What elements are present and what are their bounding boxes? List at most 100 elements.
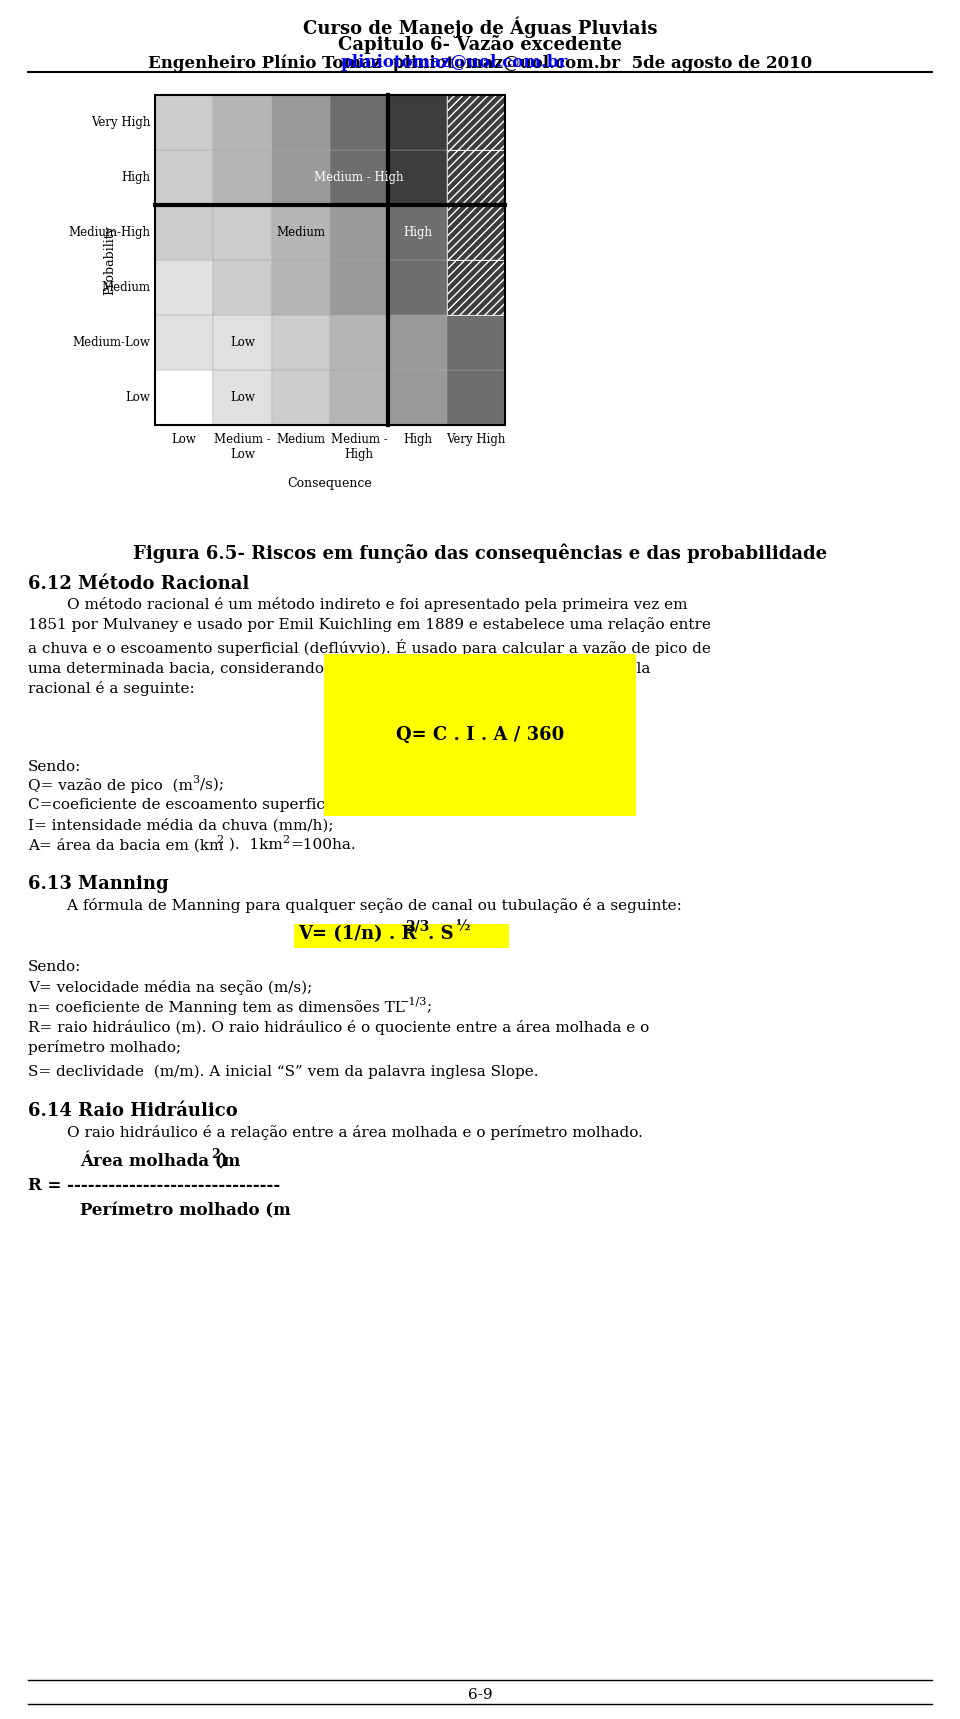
Bar [330, 95, 389, 150]
Text: Medium -
High: Medium - High [331, 433, 388, 461]
Bar [446, 95, 505, 150]
Text: 3: 3 [192, 775, 199, 786]
Text: High: High [121, 170, 150, 184]
Text: Sendo:: Sendo: [28, 760, 82, 774]
Bar [213, 150, 272, 205]
Bar [389, 205, 446, 260]
Bar [389, 315, 446, 370]
Bar [330, 260, 389, 315]
Text: Figura 6.5- Riscos em função das consequências e das probabilidade: Figura 6.5- Riscos em função das consequ… [132, 543, 828, 562]
Text: Medium -
Low: Medium - Low [214, 433, 271, 461]
Text: I= intensidade média da chuva (mm/h);: I= intensidade média da chuva (mm/h); [28, 818, 333, 832]
Bar [389, 260, 446, 315]
Text: Very High: Very High [446, 433, 506, 445]
Bar [389, 95, 446, 150]
Text: Medium: Medium [276, 225, 325, 239]
Text: C=coeficiente de escoamento superficial ou de runoff;: C=coeficiente de escoamento superficial … [28, 798, 448, 811]
Text: Consequence: Consequence [288, 476, 372, 490]
Bar [294, 925, 509, 947]
Bar [446, 205, 505, 260]
Text: Área molhada (m: Área molhada (m [80, 1152, 240, 1171]
Text: ;: ; [426, 1000, 431, 1014]
Bar [272, 370, 330, 425]
Bar [446, 150, 505, 205]
Text: Medium: Medium [276, 433, 325, 445]
Text: /s);: /s); [200, 779, 224, 792]
Text: O raio hidráulico é a relação entre a área molhada e o perímetro molhado.: O raio hidráulico é a relação entre a ár… [28, 1124, 643, 1140]
Bar [272, 95, 330, 150]
Text: ): ) [219, 1152, 227, 1169]
Bar [272, 205, 330, 260]
Text: Medium - High: Medium - High [315, 170, 404, 184]
Text: A= área da bacia em (km: A= área da bacia em (km [28, 837, 224, 853]
Bar [446, 260, 505, 315]
Text: Probability: Probability [104, 225, 116, 296]
Text: ½: ½ [456, 920, 470, 933]
Bar [272, 315, 330, 370]
Text: =100ha.: =100ha. [290, 837, 355, 853]
Bar [446, 315, 505, 370]
Bar [446, 205, 505, 260]
Bar [272, 150, 330, 205]
Text: n= coeficiente de Manning tem as dimensões TL: n= coeficiente de Manning tem as dimensõ… [28, 1000, 405, 1014]
Text: Engenheiro Plínio Tomaz  pliniotomaz@uol.com.br  5de agosto de 2010: Engenheiro Plínio Tomaz pliniotomaz@uol.… [148, 53, 812, 72]
Text: 6.14 Raio Hidráulico: 6.14 Raio Hidráulico [28, 1102, 238, 1121]
Bar [446, 95, 505, 150]
Text: R = -------------------------------: R = ------------------------------- [28, 1178, 280, 1195]
Bar [155, 315, 213, 370]
Text: V= (1/n) . R: V= (1/n) . R [298, 925, 417, 944]
Bar [155, 150, 213, 205]
Text: 2/3: 2/3 [405, 920, 429, 933]
Text: Q= C . I . A / 360: Q= C . I . A / 360 [396, 725, 564, 744]
Text: Medium: Medium [101, 280, 150, 294]
Text: −1/3: −1/3 [400, 995, 427, 1006]
Bar [446, 150, 505, 205]
Bar [155, 95, 213, 150]
Text: pliniotomaz@uol.com.br: pliniotomaz@uol.com.br [341, 53, 568, 70]
Bar [213, 95, 272, 150]
Text: Medium-High: Medium-High [68, 225, 150, 239]
Text: Low: Low [230, 335, 255, 349]
Bar [213, 315, 272, 370]
Bar [213, 370, 272, 425]
Text: 2: 2 [282, 835, 289, 846]
Text: Medium-Low: Medium-Low [72, 335, 150, 349]
Text: A fórmula de Manning para qualquer seção de canal ou tubulação é a seguinte:: A fórmula de Manning para qualquer seção… [28, 897, 682, 913]
Bar [213, 260, 272, 315]
Bar [213, 205, 272, 260]
Text: Sendo:: Sendo: [28, 959, 82, 975]
Text: 2: 2 [216, 835, 223, 846]
Bar [446, 370, 505, 425]
Text: 6-9: 6-9 [468, 1688, 492, 1702]
Bar [389, 150, 446, 205]
Bar [155, 260, 213, 315]
Bar [155, 95, 505, 425]
Text: 6.12 Método Racional: 6.12 Método Racional [28, 574, 250, 593]
Bar [272, 260, 330, 315]
Text: Curso de Manejo de Águas Pluviais: Curso de Manejo de Águas Pluviais [302, 15, 658, 38]
Text: V= velocidade média na seção (m/s);: V= velocidade média na seção (m/s); [28, 980, 312, 995]
Text: ).  1km: ). 1km [224, 837, 283, 853]
Text: R= raio hidráulico (m). O raio hidráulico é o quociente entre a área molhada e o: R= raio hidráulico (m). O raio hidráulic… [28, 1019, 649, 1055]
Text: High: High [403, 433, 432, 445]
Text: S= declividade  (m/m). A inicial “S” vem da palavra inglesa Slope.: S= declividade (m/m). A inicial “S” vem … [28, 1066, 539, 1080]
Bar [389, 370, 446, 425]
Text: 6.13 Manning: 6.13 Manning [28, 875, 169, 892]
Bar [330, 150, 389, 205]
Text: Perímetro molhado (m: Perímetro molhado (m [80, 1202, 291, 1219]
Bar [155, 370, 213, 425]
Bar [155, 205, 213, 260]
Text: . S: . S [428, 925, 454, 944]
Text: Low: Low [172, 433, 197, 445]
Text: Very High: Very High [90, 115, 150, 129]
Bar [446, 260, 505, 315]
Text: Capitulo 6- Vazão excedente: Capitulo 6- Vazão excedente [338, 34, 622, 53]
Text: High: High [403, 225, 432, 239]
Text: Low: Low [230, 390, 255, 404]
Text: 2: 2 [211, 1148, 220, 1160]
Text: Q= vazão de pico  (m: Q= vazão de pico (m [28, 779, 193, 792]
Bar [330, 205, 389, 260]
Bar [330, 315, 389, 370]
Bar [330, 370, 389, 425]
Text: Low: Low [125, 390, 150, 404]
